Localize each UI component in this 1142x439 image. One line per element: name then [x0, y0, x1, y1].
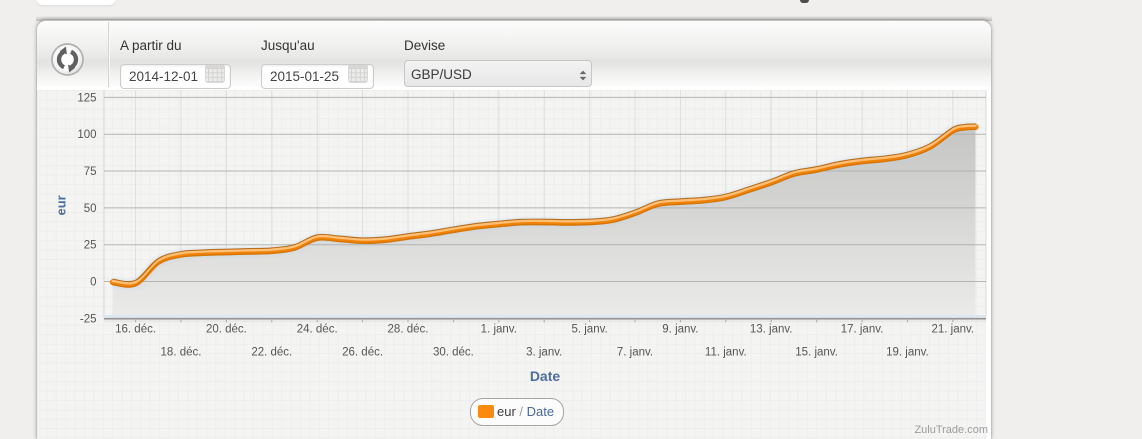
svg-text:5. janv.: 5. janv.	[571, 324, 607, 336]
svg-text:7. janv.: 7. janv.	[617, 347, 653, 359]
svg-text:125: 125	[77, 92, 96, 104]
svg-text:26. déc.: 26. déc.	[342, 347, 383, 359]
svg-text:28. déc.: 28. déc.	[388, 324, 429, 336]
svg-text:0: 0	[90, 277, 96, 289]
svg-text:24. déc.: 24. déc.	[297, 324, 338, 336]
svg-text:11. janv.: 11. janv.	[705, 347, 747, 359]
svg-text:75: 75	[84, 166, 97, 178]
svg-text:18. déc.: 18. déc.	[161, 347, 202, 359]
svg-text:1. janv.: 1. janv.	[481, 324, 517, 336]
svg-text:17. janv.: 17. janv.	[841, 324, 884, 336]
svg-text:15. janv.: 15. janv.	[795, 347, 838, 359]
svg-text:3. janv.: 3. janv.	[526, 347, 562, 359]
svg-text:20. déc.: 20. déc.	[206, 324, 247, 336]
svg-text:50: 50	[84, 203, 97, 215]
svg-text:25: 25	[84, 240, 97, 252]
svg-text:13. janv.: 13. janv.	[750, 324, 793, 336]
svg-text:22. déc.: 22. déc.	[251, 347, 292, 359]
svg-text:19. janv.: 19. janv.	[886, 347, 929, 359]
svg-text:16. déc.: 16. déc.	[115, 324, 156, 336]
svg-text:-25: -25	[80, 313, 97, 325]
svg-text:9. janv.: 9. janv.	[662, 324, 698, 336]
svg-text:100: 100	[77, 129, 96, 141]
svg-text:30. déc.: 30. déc.	[433, 347, 474, 359]
svg-text:21. janv.: 21. janv.	[931, 324, 974, 336]
